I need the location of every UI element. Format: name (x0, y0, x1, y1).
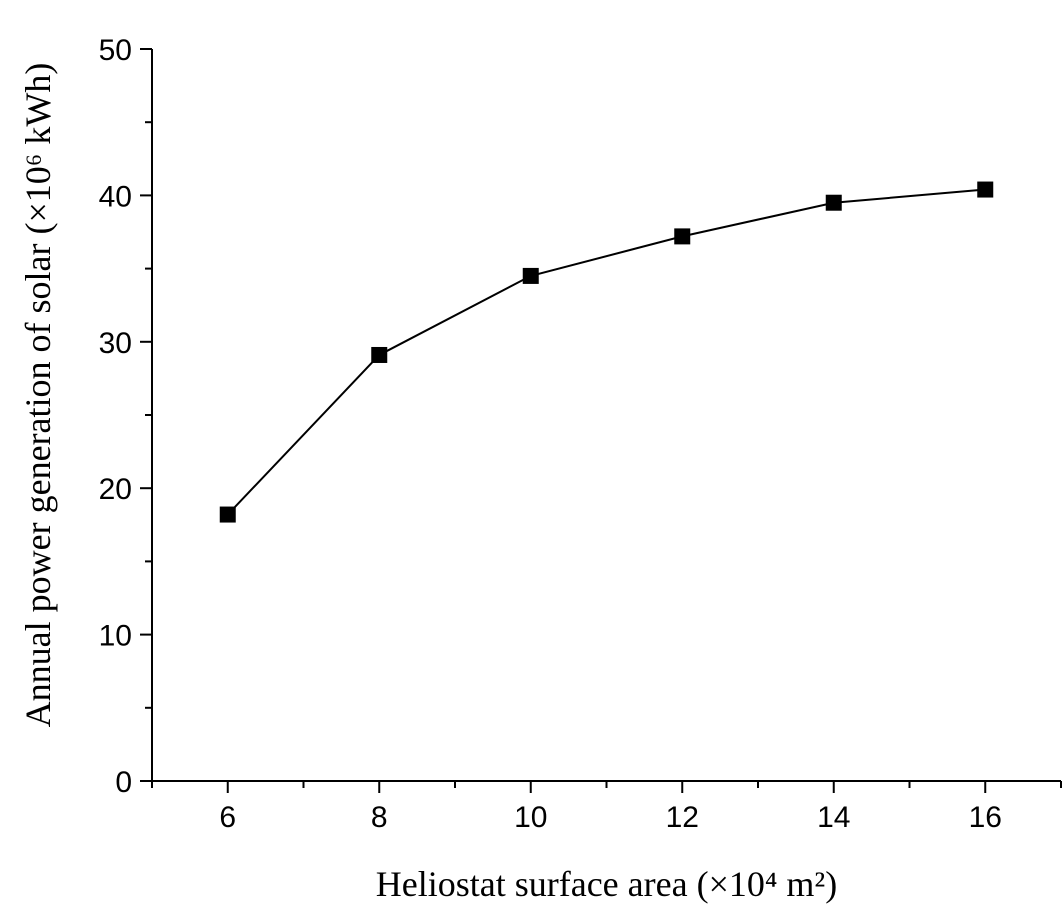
y-axis-title: Annual power generation of solar (×10⁶ k… (18, 63, 58, 728)
x-tick-label: 16 (969, 801, 1002, 834)
x-tick-label: 6 (219, 801, 236, 834)
data-point (219, 506, 236, 523)
x-tick-label: 12 (666, 801, 699, 834)
data-point (977, 181, 994, 198)
x-tick-label: 10 (514, 801, 547, 834)
y-tick-label: 40 (99, 180, 132, 213)
y-tick-label: 20 (99, 473, 132, 506)
y-tick-label: 30 (99, 327, 132, 360)
data-point (825, 194, 842, 211)
x-axis-title: Heliostat surface area (×10⁴ m²) (376, 864, 837, 904)
y-tick-label: 10 (99, 620, 132, 653)
data-point (674, 228, 691, 245)
plot-area (219, 181, 994, 523)
data-point (371, 346, 388, 363)
y-ticks: 0 10 20 30 40 50 (99, 34, 152, 799)
series-line (227, 188, 986, 516)
y-tick-label: 50 (99, 34, 132, 67)
y-tick-label: 0 (115, 766, 132, 799)
data-point (522, 267, 539, 284)
x-tick-label: 14 (817, 801, 850, 834)
x-ticks: 6 8 10 12 14 16 (151, 781, 1062, 834)
x-tick-label: 8 (371, 801, 388, 834)
axes (151, 49, 1061, 782)
